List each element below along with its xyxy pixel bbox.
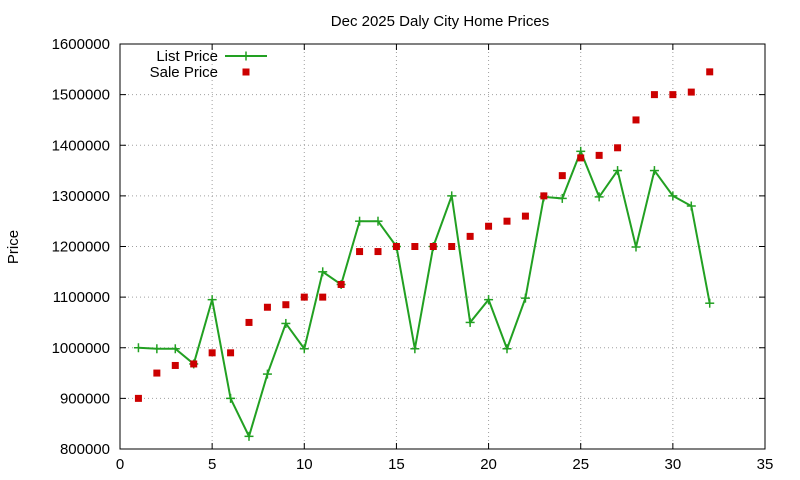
sale-price-point bbox=[319, 293, 327, 301]
legend-label: Sale Price bbox=[150, 64, 218, 81]
sale-price-point bbox=[540, 192, 548, 200]
y-axis-label: Price bbox=[5, 230, 22, 264]
legend-item-list-price: List Price bbox=[156, 48, 267, 65]
list-price-point bbox=[649, 166, 659, 176]
sale-price-point bbox=[392, 243, 400, 250]
sale-price-point bbox=[411, 243, 419, 250]
x-tick-label: 10 bbox=[296, 456, 313, 473]
y-tick-label: 1400000 bbox=[52, 137, 110, 154]
list-price-point bbox=[410, 344, 420, 354]
x-tick-label: 5 bbox=[208, 456, 216, 473]
x-tick-label: 20 bbox=[480, 456, 497, 473]
list-price-point bbox=[244, 431, 254, 441]
sale-price-point bbox=[208, 349, 216, 357]
sale-price-point bbox=[227, 349, 235, 357]
list-price-point bbox=[152, 344, 162, 354]
list-price-point bbox=[262, 369, 272, 379]
x-tick-label: 30 bbox=[665, 456, 682, 473]
sale-price-point bbox=[300, 293, 308, 301]
chart-title: Dec 2025 Daly City Home Prices bbox=[331, 13, 549, 30]
sale-price-point bbox=[282, 301, 290, 309]
legend-item-sale-price: Sale Price bbox=[150, 64, 250, 81]
sale-price-point bbox=[153, 369, 161, 377]
sale-price-point bbox=[190, 360, 198, 368]
sale-price-series bbox=[134, 68, 714, 402]
list-price-point bbox=[576, 146, 586, 156]
list-price-point bbox=[281, 318, 291, 328]
y-tick-label: 900000 bbox=[60, 390, 110, 407]
list-price-point bbox=[668, 191, 678, 201]
sale-price-point bbox=[669, 91, 677, 99]
list-price-point bbox=[170, 344, 180, 354]
sale-price-point bbox=[706, 68, 714, 76]
list-price-point bbox=[705, 298, 715, 308]
gridlines bbox=[120, 44, 765, 449]
sale-price-point bbox=[337, 280, 345, 288]
sale-price-point bbox=[577, 154, 585, 162]
sale-price-point bbox=[374, 248, 382, 256]
sale-price-point bbox=[485, 222, 493, 230]
list-price-point bbox=[355, 216, 365, 226]
sale-price-point bbox=[245, 318, 253, 326]
list-price-point bbox=[318, 267, 328, 277]
list-price-point bbox=[207, 295, 217, 305]
x-tick-label: 0 bbox=[116, 456, 124, 473]
list-price-point bbox=[502, 344, 512, 354]
tick-labels: 0 5 10 15 20 25 30 35 800000 900000 1000000 1100000… bbox=[52, 36, 774, 473]
list-price-point bbox=[465, 317, 475, 327]
sale-price-point bbox=[263, 303, 271, 311]
sale-price-point bbox=[356, 248, 364, 256]
legend-square-marker bbox=[242, 68, 250, 76]
y-tick-label: 1500000 bbox=[52, 87, 110, 104]
list-price-point bbox=[133, 343, 143, 353]
legend-plus-marker bbox=[241, 51, 251, 61]
axes bbox=[119, 43, 766, 450]
y-tick-label: 1600000 bbox=[52, 36, 110, 53]
list-price-series bbox=[133, 146, 715, 441]
y-tick-label: 1300000 bbox=[52, 188, 110, 205]
list-price-point bbox=[373, 216, 383, 226]
list-price-point bbox=[686, 201, 696, 211]
list-price-line bbox=[138, 148, 711, 440]
y-tick-label: 1000000 bbox=[52, 340, 110, 357]
sale-price-point bbox=[614, 144, 622, 152]
x-tick-label: 35 bbox=[757, 456, 774, 473]
list-price-point bbox=[594, 192, 604, 202]
y-tick-label: 1200000 bbox=[52, 239, 110, 256]
x-tick-label: 15 bbox=[388, 456, 405, 473]
data-series bbox=[133, 68, 715, 441]
sale-price-point bbox=[134, 394, 142, 402]
list-price-point bbox=[299, 344, 309, 354]
sale-price-point bbox=[171, 361, 179, 369]
sale-price-point bbox=[521, 212, 529, 220]
sale-price-point bbox=[448, 243, 456, 250]
list-price-point bbox=[226, 393, 236, 403]
list-price-point bbox=[447, 191, 457, 201]
list-price-point bbox=[613, 166, 623, 176]
legend-label: List Price bbox=[156, 48, 218, 65]
list-price-point bbox=[520, 293, 530, 303]
sale-price-point bbox=[632, 116, 640, 124]
y-tick-label: 1100000 bbox=[53, 289, 110, 306]
sale-price-point bbox=[558, 172, 566, 180]
list-price-point bbox=[484, 295, 494, 305]
sale-price-point bbox=[650, 91, 658, 99]
sale-price-point bbox=[466, 232, 474, 240]
list-price-point bbox=[557, 193, 567, 203]
y-tick-label: 800000 bbox=[60, 441, 110, 458]
sale-price-point bbox=[429, 243, 437, 250]
x-tick-label: 25 bbox=[572, 456, 589, 473]
sale-price-point bbox=[687, 88, 695, 96]
sale-price-point bbox=[503, 217, 511, 225]
sale-price-point bbox=[595, 151, 603, 159]
list-price-point bbox=[631, 242, 641, 252]
